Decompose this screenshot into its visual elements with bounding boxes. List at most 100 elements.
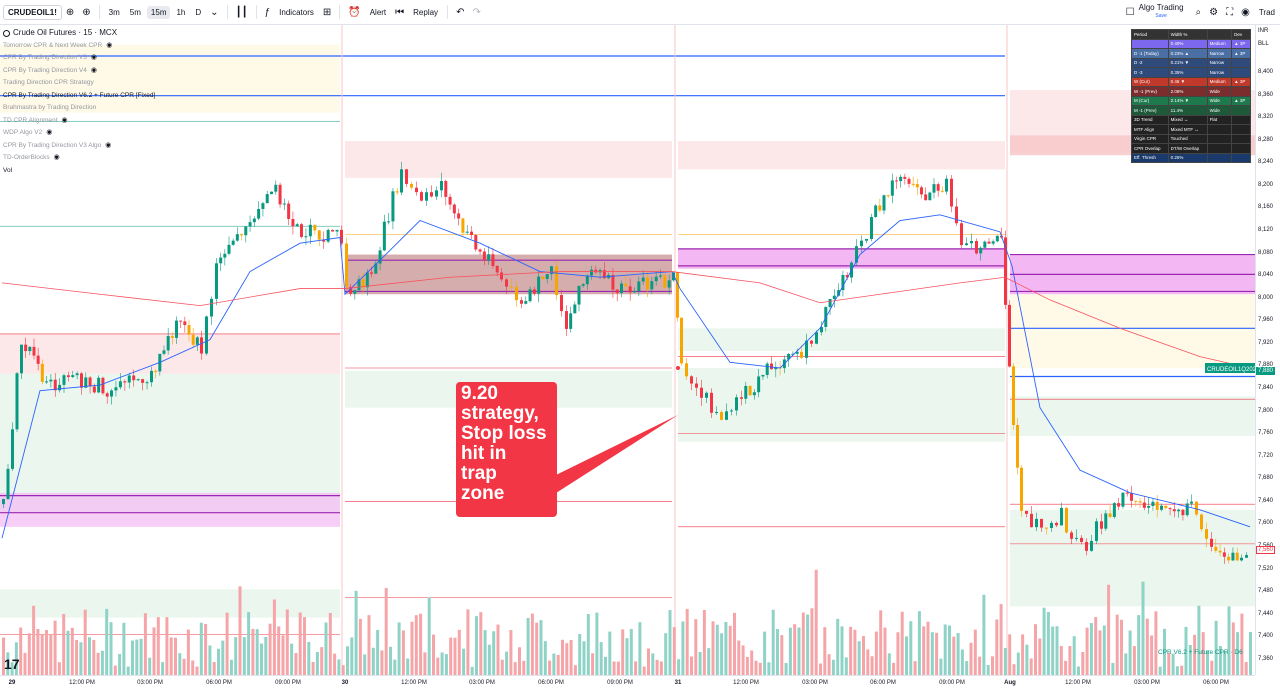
volume-bar [432, 634, 435, 675]
volume-bar [1184, 626, 1188, 675]
candle-body [326, 229, 330, 242]
search-icon[interactable]: ⌕ [1195, 6, 1202, 18]
interval-1h[interactable]: 1h [176, 7, 186, 17]
eye-icon[interactable]: ◉ [46, 129, 53, 136]
candle-body [478, 249, 482, 252]
replay-icon[interactable]: ⏮ [395, 6, 405, 18]
legend-item[interactable]: CPR By Trading Direction V3 Algo ◉ [3, 141, 112, 149]
volume-bar [251, 628, 255, 675]
interval-d[interactable]: D [195, 7, 202, 17]
volume-bar [677, 659, 681, 675]
time-tick-label: 03:00 PM [469, 680, 495, 686]
fullscreen-icon[interactable]: ⛶ [1226, 6, 1234, 18]
volume-bar [866, 649, 870, 675]
candle-body [505, 279, 508, 287]
chart-canvas[interactable]: CRUDEOIL1Q2026 [0, 25, 1255, 675]
undo-icon[interactable]: ↶ [456, 6, 465, 18]
volume-bar [608, 631, 612, 675]
volume-bar [174, 637, 177, 675]
camera-icon[interactable]: ◉ [1241, 6, 1250, 18]
volume-bar [27, 633, 31, 675]
price-axis[interactable]: INR BLL 8,400 8,360 8,320 8,280 8,240 8,200 8,16… [1255, 25, 1280, 675]
eye-icon[interactable]: ◉ [53, 154, 60, 161]
volume-bar [720, 633, 724, 675]
templates-icon[interactable]: ⊞ [322, 6, 332, 18]
checkbox-icon[interactable]: ☐ [1125, 6, 1135, 18]
legend-item[interactable]: CPR By Trading Direction V4 ◉ [3, 66, 97, 74]
candle-body [620, 283, 623, 294]
interval-3m[interactable]: 3m [108, 7, 120, 17]
time-tick-label: 06:00 PM [1203, 680, 1229, 686]
eye-icon[interactable]: ◉ [106, 41, 113, 49]
layout-name[interactable]: Algo Trading Save [1139, 4, 1184, 20]
candle-body [1151, 501, 1155, 507]
indicators-icon[interactable]: ƒ [264, 6, 271, 18]
candle-body [932, 184, 936, 193]
candle-body [565, 311, 568, 329]
time-tick-label: 09:00 PM [607, 680, 633, 686]
candle-body [1222, 552, 1226, 557]
settings-icon[interactable]: ⚙ [1209, 6, 1219, 18]
interval-15m[interactable]: 15m [146, 5, 171, 19]
legend-item[interactable]: Tomorrow CPR & Next Week CPR ◉ [3, 41, 113, 49]
chart-area[interactable]: CRUDEOIL1Q2026 Crude Oil Futures · 15 · … [0, 25, 1255, 675]
legend-item[interactable]: Brahmastra by Trading Direction [3, 104, 97, 111]
candle-body [227, 244, 231, 254]
candle-body [410, 183, 413, 188]
candle-body [382, 221, 386, 251]
time-axis[interactable]: 29 12:00 PM 03:00 PM 06:00 PM 09:00 PM 30 12:0… [0, 675, 1255, 693]
volume-bar [247, 612, 251, 675]
candle-body [127, 375, 131, 383]
volume-bar [728, 625, 732, 675]
table-cell: Medium [1206, 76, 1233, 87]
candle-body [667, 280, 671, 288]
price-tick-label: 8,080 [1258, 249, 1274, 256]
add-symbol-icon[interactable]: ⊕ [65, 6, 75, 18]
sma-line [1, 271, 1251, 369]
candle-body [391, 191, 395, 222]
trade-button[interactable]: Trad [1258, 7, 1275, 17]
table-cell [1231, 152, 1251, 163]
legend-item[interactable]: TD CPR Alignment ◉ [3, 116, 68, 124]
interval-5m[interactable]: 5m [129, 7, 141, 17]
time-tick-label: 29 [8, 680, 16, 686]
alert-button[interactable]: Alert [369, 7, 387, 17]
candle-body [1195, 501, 1198, 515]
volume-bar [272, 599, 276, 675]
time-tick-label: 12:00 PM [69, 680, 95, 686]
volume-bar [810, 608, 814, 675]
indicators-button[interactable]: Indicators [279, 7, 314, 17]
legend-item[interactable]: Vol [3, 166, 13, 174]
compare-icon[interactable]: ⊕ [82, 6, 91, 18]
candle-body [805, 340, 808, 358]
alert-icon[interactable]: ⏰ [348, 6, 361, 18]
legend-item[interactable]: TD-OrderBlocks ◉ [3, 154, 60, 161]
eye-icon[interactable]: ◉ [90, 66, 97, 74]
price-tick-label: 8,200 [1258, 181, 1274, 188]
symbol-search[interactable]: CRUDEOIL1! [3, 4, 62, 20]
candle-body [1160, 505, 1163, 510]
redo-icon[interactable]: ↷ [472, 6, 481, 18]
candle-body [774, 367, 778, 370]
candle-body [685, 363, 688, 377]
legend-item[interactable]: Trading Direction CPR Strategy [3, 79, 94, 86]
volume-bar [453, 637, 457, 675]
volume-bar [208, 645, 212, 675]
candle-body [387, 221, 391, 223]
volume-bar [191, 660, 195, 675]
chevron-down-icon[interactable]: ⌄ [210, 6, 219, 18]
strategy-annotation[interactable]: 9.20 strategy, Stop loss hit in trap zon… [456, 382, 557, 517]
replay-button[interactable]: Replay [413, 7, 439, 17]
candle-body [1016, 424, 1019, 468]
candle-body [720, 412, 723, 420]
legend-item[interactable]: WDP Algo V2 ◉ [3, 129, 53, 136]
eye-icon[interactable]: ◉ [61, 116, 68, 124]
eye-icon[interactable]: ◉ [90, 54, 97, 61]
candle-type-icon[interactable]: ┃┃ [235, 6, 248, 18]
volume-bar [212, 662, 216, 675]
volume-bar [307, 641, 311, 675]
legend-item[interactable]: CPR By Trading Direction V6.2 + Future C… [3, 91, 156, 99]
legend-item[interactable]: CPR By Trading Direction V3 ◉ [3, 54, 97, 61]
candle-body [991, 241, 995, 244]
eye-icon[interactable]: ◉ [105, 141, 112, 149]
